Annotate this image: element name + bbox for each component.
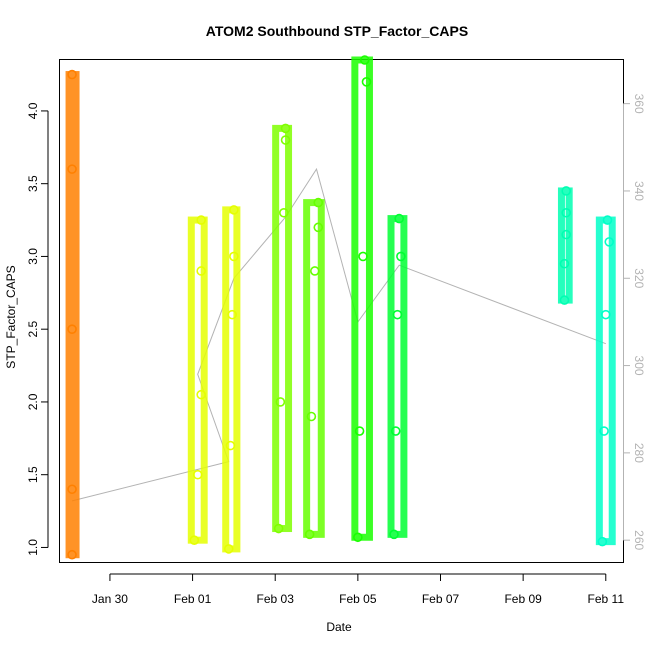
data-point <box>280 123 291 134</box>
data-point <box>358 251 368 262</box>
data-point <box>229 205 239 215</box>
series-band <box>387 215 408 538</box>
data-point <box>392 309 403 320</box>
data-point <box>559 295 570 305</box>
x-tick-label: Feb 01 <box>174 592 212 606</box>
y-axis: 1.0 1.5 2.0 2.5 3.0 3.5 4.0 <box>26 102 49 556</box>
y2-tick-label: 320 <box>632 268 646 288</box>
data-point <box>394 213 404 224</box>
y-tick-label: 1.5 <box>26 466 40 483</box>
data-point <box>273 523 284 534</box>
y-tick-label: 3.0 <box>26 248 40 265</box>
series-4 <box>303 197 325 540</box>
series-6 <box>387 213 408 540</box>
data-point <box>280 135 291 145</box>
data-point <box>600 309 611 320</box>
y2-tick-label: 300 <box>632 356 646 376</box>
x-axis: Jan 30 Feb 01 Feb 03 Feb 05 Feb 07 Feb 09 Feb … <box>92 573 625 606</box>
series-layer <box>65 55 616 560</box>
series-2 <box>222 205 241 554</box>
series-5 <box>351 55 373 543</box>
data-point <box>196 389 206 400</box>
y2-tick-label: 260 <box>632 530 646 550</box>
data-point <box>353 532 363 543</box>
x-tick-label: Jan 30 <box>92 592 128 606</box>
series-band <box>222 206 241 553</box>
data-point <box>559 258 570 269</box>
y2-axis: 260 280 300 320 340 360 <box>623 94 646 551</box>
series-band <box>595 216 616 546</box>
data-point <box>229 251 239 262</box>
data-point <box>604 237 615 247</box>
y2-tick-label: 280 <box>632 443 646 463</box>
data-point <box>225 440 236 451</box>
data-point <box>67 324 77 334</box>
y-axis-label: STP_Factor_CAPS <box>4 265 18 368</box>
data-point <box>67 549 77 560</box>
data-point <box>390 426 401 436</box>
data-point <box>196 266 206 276</box>
data-point <box>361 77 372 87</box>
y2-tick-label: 340 <box>632 181 646 201</box>
series-band <box>351 56 373 541</box>
y-tick-label: 3.5 <box>26 175 40 192</box>
x-tick-label: Feb 05 <box>339 592 377 606</box>
series-band <box>65 71 80 559</box>
data-point <box>304 529 315 540</box>
y2-tick-label: 360 <box>632 94 646 114</box>
series-0 <box>65 69 80 560</box>
data-point <box>196 215 206 225</box>
data-point <box>313 222 324 233</box>
y-tick-label: 1.0 <box>26 539 40 556</box>
data-point <box>192 469 203 480</box>
data-point <box>354 426 365 436</box>
data-point <box>359 55 370 65</box>
data-point <box>275 397 286 407</box>
data-point <box>223 544 234 554</box>
data-point <box>279 207 289 218</box>
y-tick-label: 2.0 <box>26 393 40 410</box>
data-point <box>310 266 320 276</box>
data-point <box>189 535 200 545</box>
series-band <box>272 124 293 533</box>
data-point <box>561 207 571 218</box>
x-axis-label: Date <box>326 620 352 634</box>
y-tick-label: 2.5 <box>26 321 40 338</box>
series-8 <box>595 215 616 547</box>
data-point <box>389 529 399 540</box>
x-tick-label: Feb 07 <box>422 592 460 606</box>
x-tick-label: Feb 09 <box>504 592 542 606</box>
plot-area <box>59 59 624 563</box>
series-7 <box>557 186 573 305</box>
data-point <box>597 536 608 547</box>
series-1 <box>187 215 208 545</box>
x-tick-label: Feb 11 <box>588 592 625 606</box>
series-band <box>557 187 573 304</box>
data-point <box>67 484 77 495</box>
data-point <box>313 197 324 208</box>
data-point <box>306 411 317 422</box>
series-3 <box>272 123 293 534</box>
data-point <box>561 229 571 240</box>
data-point <box>561 186 571 196</box>
series-band <box>303 199 325 538</box>
chart-title: ATOM2 Southbound STP_Factor_CAPS <box>206 23 468 39</box>
data-point <box>396 251 406 262</box>
secondary-line <box>71 167 606 502</box>
data-point <box>599 426 609 436</box>
y-tick-label: 4.0 <box>26 102 40 119</box>
x-tick-label: Feb 03 <box>257 592 295 606</box>
data-point <box>227 309 237 320</box>
data-point <box>67 164 77 174</box>
data-point <box>67 69 77 80</box>
data-point <box>602 215 613 225</box>
